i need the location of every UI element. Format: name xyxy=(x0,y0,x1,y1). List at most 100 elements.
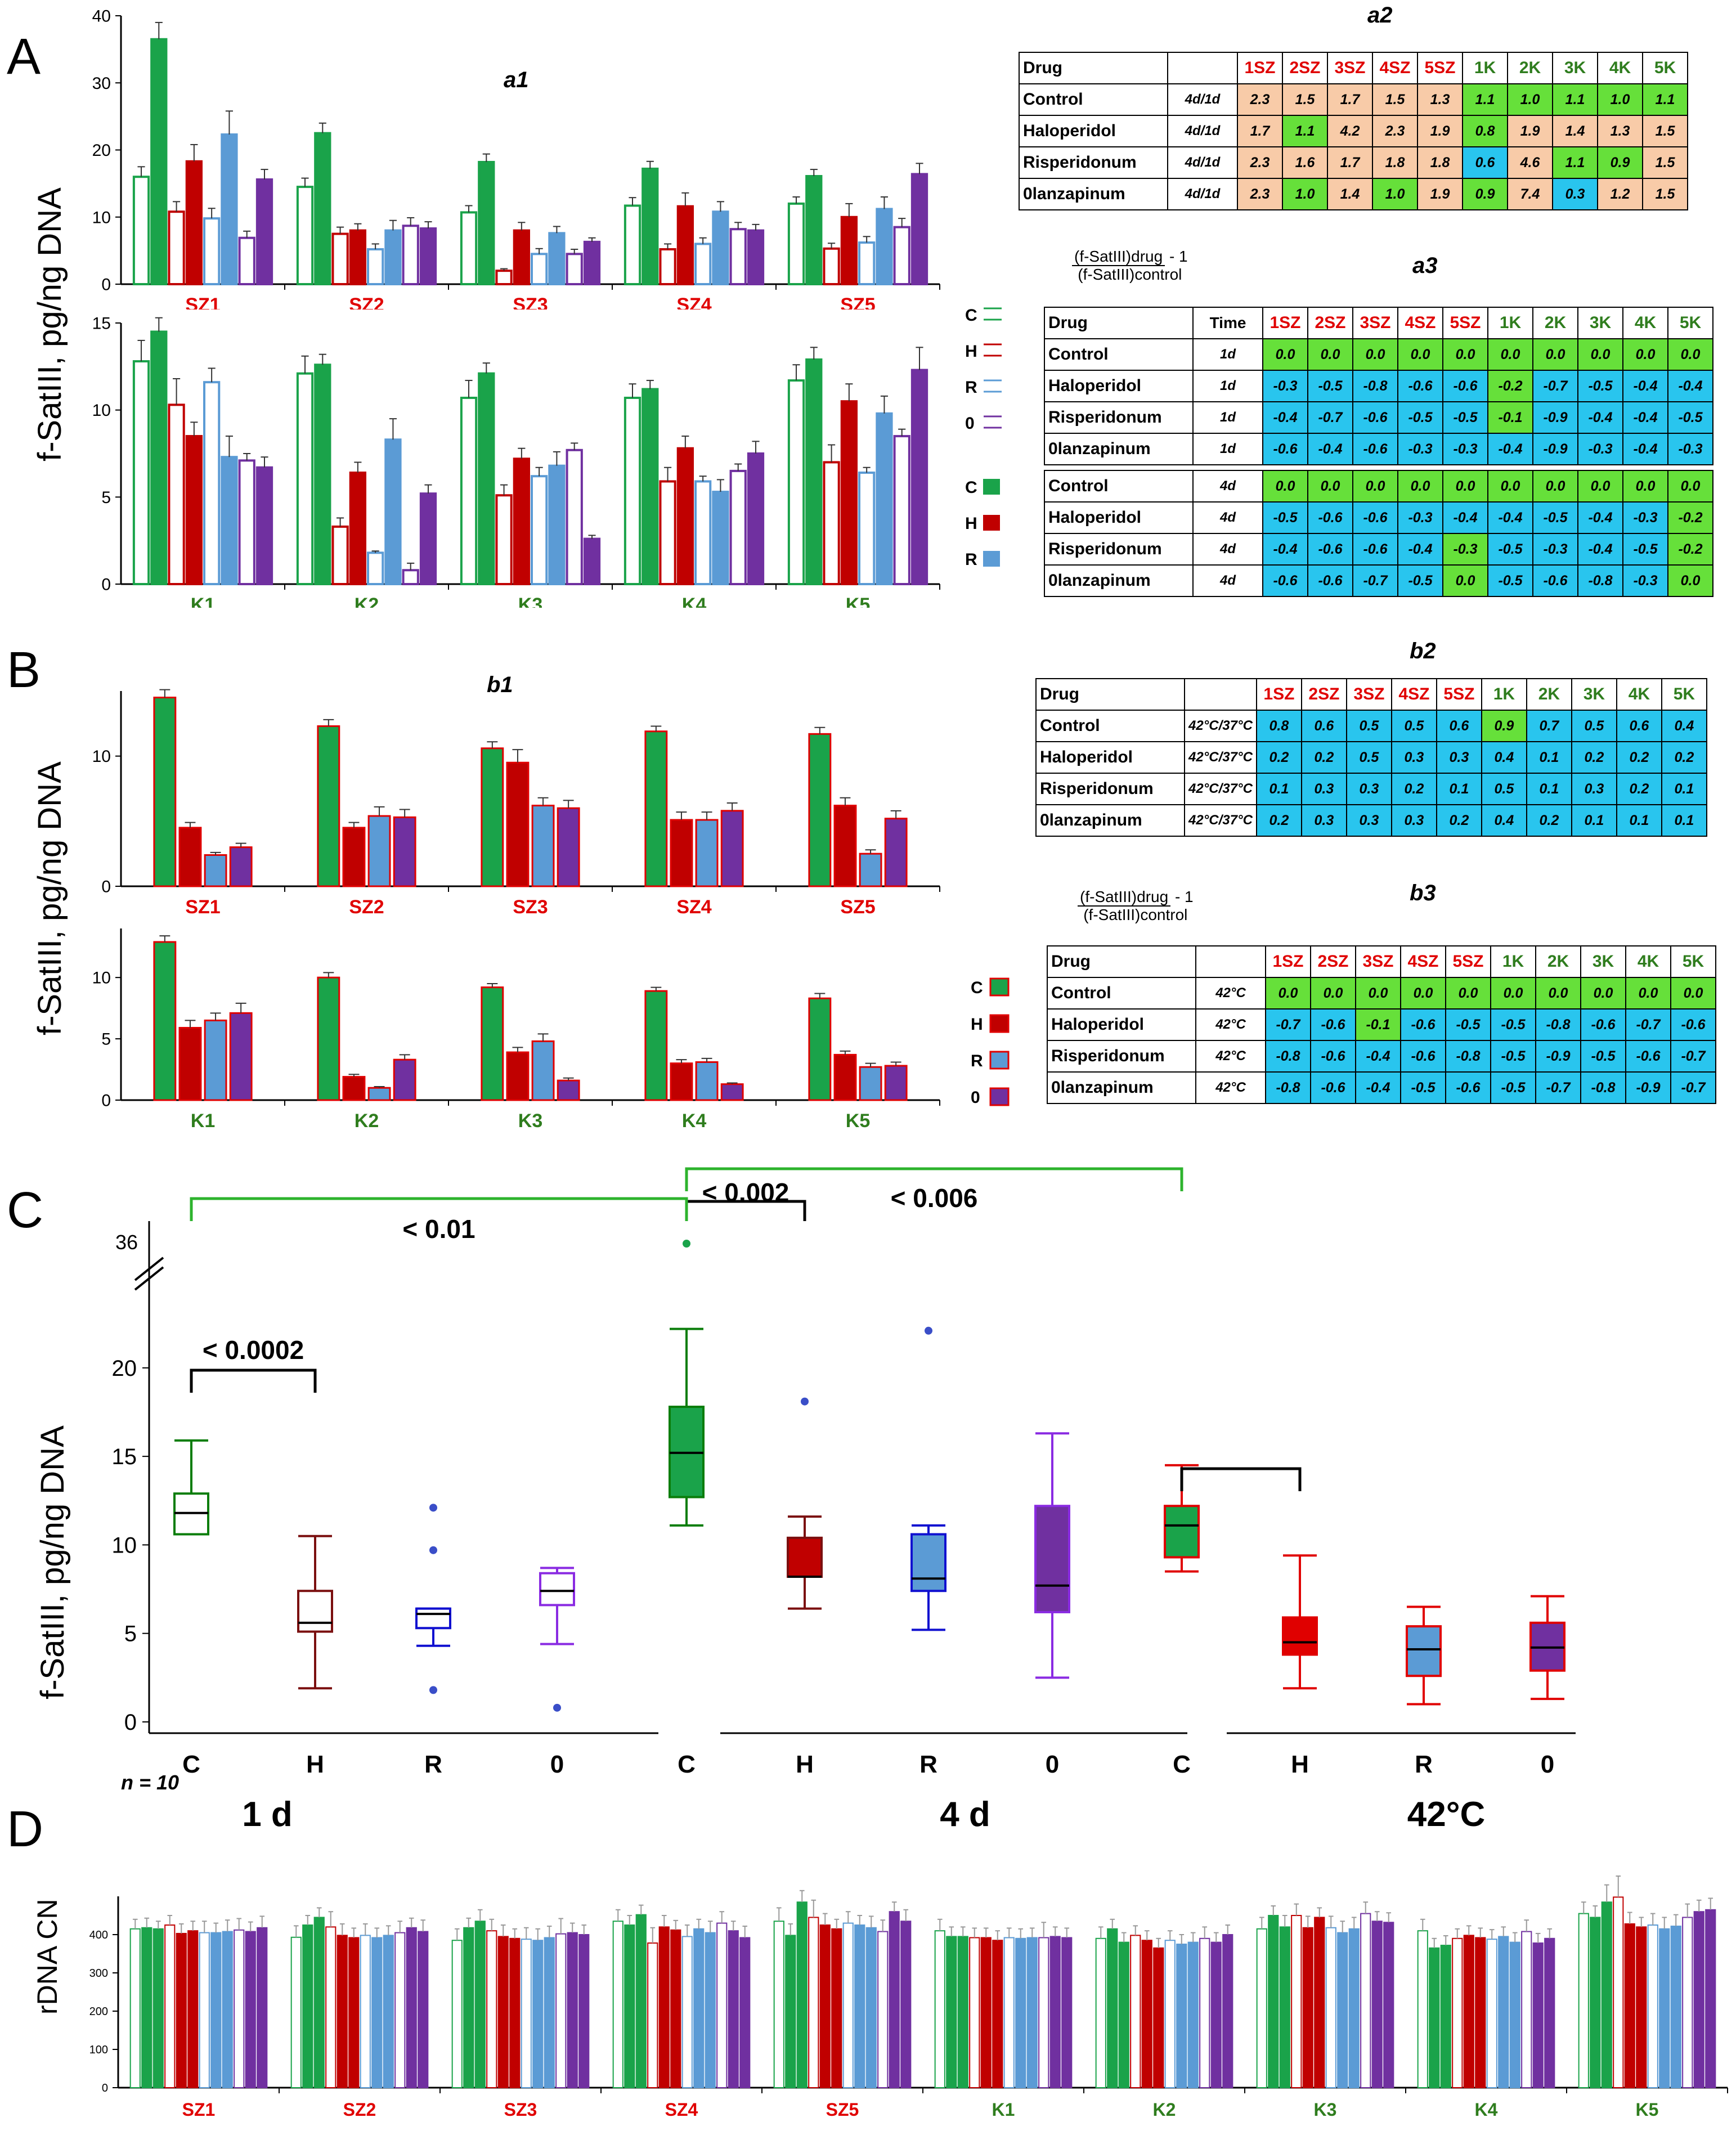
table-header-cell: 1K xyxy=(1490,945,1536,978)
table-time-cell: 42°C xyxy=(1195,1040,1266,1073)
bar-k1-c-4d xyxy=(957,1936,968,2089)
table-value-cell: 0.3 xyxy=(1571,773,1617,805)
bar-k5-c-4d xyxy=(1601,1901,1612,2088)
table-value-cell: -0.6 xyxy=(1670,1008,1716,1041)
legend-a-swatch-6 xyxy=(983,551,1000,567)
table-value-cell: 0.0 xyxy=(1265,977,1311,1010)
category-label-sz4: SZ4 xyxy=(665,2099,698,2120)
table-value-cell: 0.0 xyxy=(1352,338,1398,371)
bar-k1-r-1d xyxy=(203,381,221,585)
bar-k4-h-4d xyxy=(676,447,694,585)
category-label-7: 0 xyxy=(1046,1751,1059,1778)
bar-k5-h-1d xyxy=(1613,1896,1624,2089)
table-time-cell: 42°C/37°C xyxy=(1184,741,1257,774)
legend-a-label-6: R xyxy=(965,550,977,569)
bar-k5-h-4d xyxy=(840,400,858,585)
category-label-k2: K2 xyxy=(1153,2099,1176,2120)
table-value-cell: -0.5 xyxy=(1262,501,1308,534)
table-time-cell: 4d xyxy=(1192,501,1263,534)
table-value-cell: 0.1 xyxy=(1616,804,1662,837)
bar-k1-o-1d xyxy=(238,459,255,585)
box-9 xyxy=(1282,1616,1318,1656)
table-value-cell: 0.0 xyxy=(1442,338,1488,371)
bar-sz3-h-4d xyxy=(506,761,530,887)
box-1 xyxy=(297,1590,333,1633)
bar-sz3-c-1d xyxy=(451,1940,463,2088)
category-label-sz5: SZ5 xyxy=(826,2099,859,2120)
bar-k5-c-4d xyxy=(1590,1917,1601,2089)
table-header-cell: 3K xyxy=(1580,945,1626,978)
outlier-point xyxy=(683,1240,690,1248)
legend-b-swatch-3 xyxy=(989,1087,1010,1106)
table-value-cell: 0.0 xyxy=(1577,338,1623,371)
table-drug-cell: Haloperidol xyxy=(1044,501,1194,534)
bar-k2-o-4d xyxy=(419,492,437,585)
table-value-cell: -0.9 xyxy=(1532,433,1578,465)
bar-sz2-o-1d xyxy=(394,1932,406,2088)
bar-sz1-o-4d xyxy=(229,846,253,887)
table-value-cell: 0.0 xyxy=(1307,338,1353,371)
bar-k3-c-4d xyxy=(481,986,504,1101)
table-value-cell: 1.8 xyxy=(1372,146,1418,179)
legend-b-label-2: R xyxy=(971,1052,983,1070)
bar-k4-o-4d xyxy=(1544,1937,1555,2089)
bar-k3-h-4d xyxy=(513,457,530,585)
bar-sz5-h-4d xyxy=(833,805,857,887)
table-drug-cell: Control xyxy=(1035,710,1185,742)
table-value-cell: -0.4 xyxy=(1307,433,1353,465)
bar-sz4-c-1d xyxy=(623,204,642,286)
table-value-cell: -0.4 xyxy=(1622,370,1668,402)
category-label-sz2: SZ2 xyxy=(349,896,384,918)
bar-k1-r-4d xyxy=(1015,1937,1026,2089)
table-drug-cell: 0lanzapinum xyxy=(1035,804,1185,837)
category-label-k3: K3 xyxy=(518,594,542,608)
bar-k2-o-4d xyxy=(393,1058,416,1101)
legend-a-label-0: C xyxy=(965,306,977,325)
bar-sz4-r-4d xyxy=(705,1932,716,2088)
table-header-cell: 3SZ xyxy=(1345,678,1392,711)
category-label-sz2: SZ2 xyxy=(349,294,384,309)
category-label-k1: K1 xyxy=(191,1110,215,1132)
category-label-sz3: SZ3 xyxy=(504,2099,537,2120)
table-value-cell: -0.5 xyxy=(1622,533,1668,566)
table-value-cell: 0.0 xyxy=(1670,977,1716,1010)
table-value-cell: 7.4 xyxy=(1507,178,1553,210)
table-value-cell: -0.5 xyxy=(1487,564,1533,597)
table-value-cell: -0.7 xyxy=(1352,564,1398,597)
formula-a3-den: (f-SatIII)control xyxy=(1078,266,1182,283)
table-value-cell: 0.3 xyxy=(1300,773,1347,805)
bar-sz4-r-4d xyxy=(712,210,729,285)
bracket-green-4d-42c-label: < 0.006 xyxy=(891,1183,978,1213)
bar-k4-r-1d xyxy=(694,480,712,586)
bar-sz5-c-4d xyxy=(808,733,832,887)
table-header-cell: 4SZ xyxy=(1372,52,1418,84)
bar-sz1-r-4d xyxy=(210,1932,222,2088)
bar-k1-c-4d xyxy=(150,330,168,585)
bar-sz2-r-4d xyxy=(384,229,402,286)
table-drug-cell: Risperidonum xyxy=(1044,533,1194,566)
table-value-cell: 0.6 xyxy=(1436,710,1482,742)
table-value-cell: -0.5 xyxy=(1490,1040,1536,1073)
chart-b1-top: 0 10 SZ1 SZ2 SZ3 SZ4 SZ5 xyxy=(92,689,940,918)
legend-a-label-5: H xyxy=(965,514,977,533)
bar-sz5-c-4d xyxy=(785,1935,796,2089)
y-tick-label: 0 xyxy=(102,2082,108,2094)
table-value-cell: -0.1 xyxy=(1355,1008,1401,1041)
table-value-cell: -0.5 xyxy=(1577,370,1623,402)
bar-k3-o-4d xyxy=(1371,1921,1383,2088)
bar-k3-r-1d xyxy=(531,475,548,586)
bar-sz5-c-1d xyxy=(773,1921,784,2088)
table-value-cell: -0.5 xyxy=(1580,1040,1626,1073)
bar-k5-h-4d xyxy=(1636,1926,1647,2089)
category-label-10: R xyxy=(1415,1751,1433,1778)
bar-k2-c-1d xyxy=(296,372,314,585)
legend-b: CHR 0 xyxy=(971,977,1010,1107)
table-drug-cell: 0lanzapinum xyxy=(1019,178,1168,210)
category-label-k5: K5 xyxy=(846,1110,870,1132)
table-value-cell: 0.4 xyxy=(1661,710,1707,742)
bar-sz5-c-4d xyxy=(796,1901,808,2088)
table-value-cell: 0.0 xyxy=(1355,977,1401,1010)
category-label-k2: K2 xyxy=(355,1110,379,1132)
table-header-cell: 3K xyxy=(1552,52,1598,84)
table-header-cell: 1SZ xyxy=(1255,678,1302,711)
